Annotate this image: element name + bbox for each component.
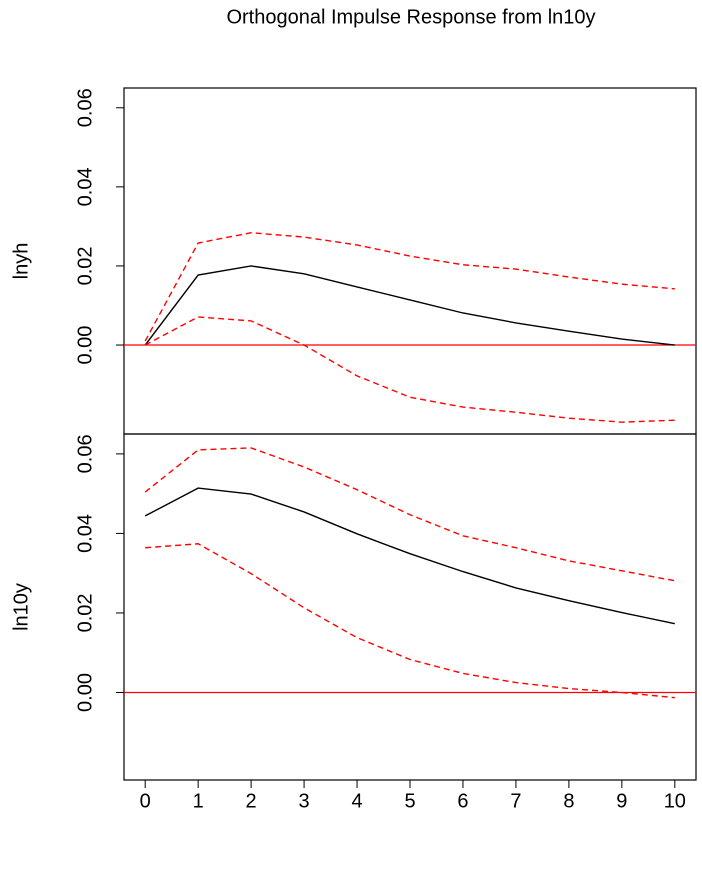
y-axis-label: lnyh [10, 243, 32, 280]
x-tick-label: 1 [193, 790, 204, 812]
x-tick-label: 5 [404, 790, 415, 812]
y-tick-label: 0.00 [74, 326, 96, 365]
y-tick-label: 0.04 [74, 514, 96, 553]
x-tick-label: 0 [140, 790, 151, 812]
series-line [144, 232, 675, 342]
y-tick-label: 0.06 [74, 434, 96, 473]
x-tick-label: 7 [510, 790, 521, 812]
x-tick-label: 10 [664, 790, 686, 812]
x-tick-label: 2 [246, 790, 257, 812]
x-tick-label: 9 [616, 790, 627, 812]
series-line [144, 447, 675, 582]
y-tick-label: 0.04 [74, 167, 96, 206]
x-tick-label: 8 [563, 790, 574, 812]
series-line [144, 316, 675, 423]
y-tick-label: 0.06 [74, 88, 96, 127]
x-tick-label: 6 [457, 790, 468, 812]
series-line [145, 543, 675, 699]
series-line [144, 265, 675, 346]
y-tick-label: 0.02 [74, 593, 96, 632]
y-tick-label: 0.00 [74, 673, 96, 712]
chart-title: Orthogonal Impulse Response from ln10y [226, 6, 595, 28]
y-tick-label: 0.02 [74, 246, 96, 285]
x-tick-label: 3 [299, 790, 310, 812]
y-axis-label: ln10y [10, 583, 32, 631]
x-tick-label: 4 [351, 790, 362, 812]
series-line [144, 487, 675, 625]
